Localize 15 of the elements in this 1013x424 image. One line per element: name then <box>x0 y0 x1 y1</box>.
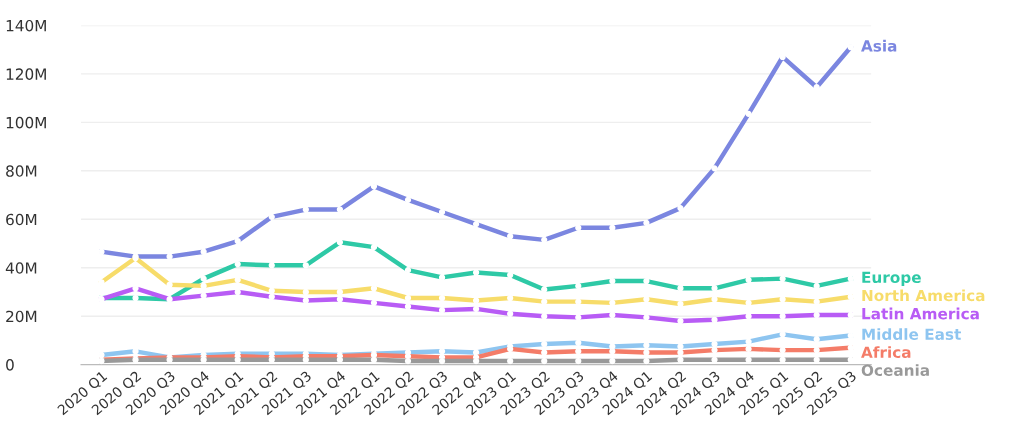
series-label: Latin America <box>862 307 979 320</box>
y-tick-label: 40M <box>5 262 37 274</box>
series-label: Oceania <box>861 364 929 376</box>
y-tick-label: 80M <box>6 165 37 177</box>
y-tick-label: 20M <box>6 310 37 323</box>
series-label: North America <box>862 289 985 302</box>
series-label: Middle East <box>862 328 961 340</box>
y-tick-label: 100M <box>6 116 46 129</box>
y-tick-label: 60M <box>6 213 37 226</box>
y-tick-label: 140M <box>6 19 46 32</box>
series-label: Europe <box>862 271 921 287</box>
y-tick-label: 0 <box>6 359 14 371</box>
y-tick-label: 120M <box>6 68 46 80</box>
series-label: Asia <box>861 39 897 52</box>
series-label: Africa <box>861 346 911 358</box>
